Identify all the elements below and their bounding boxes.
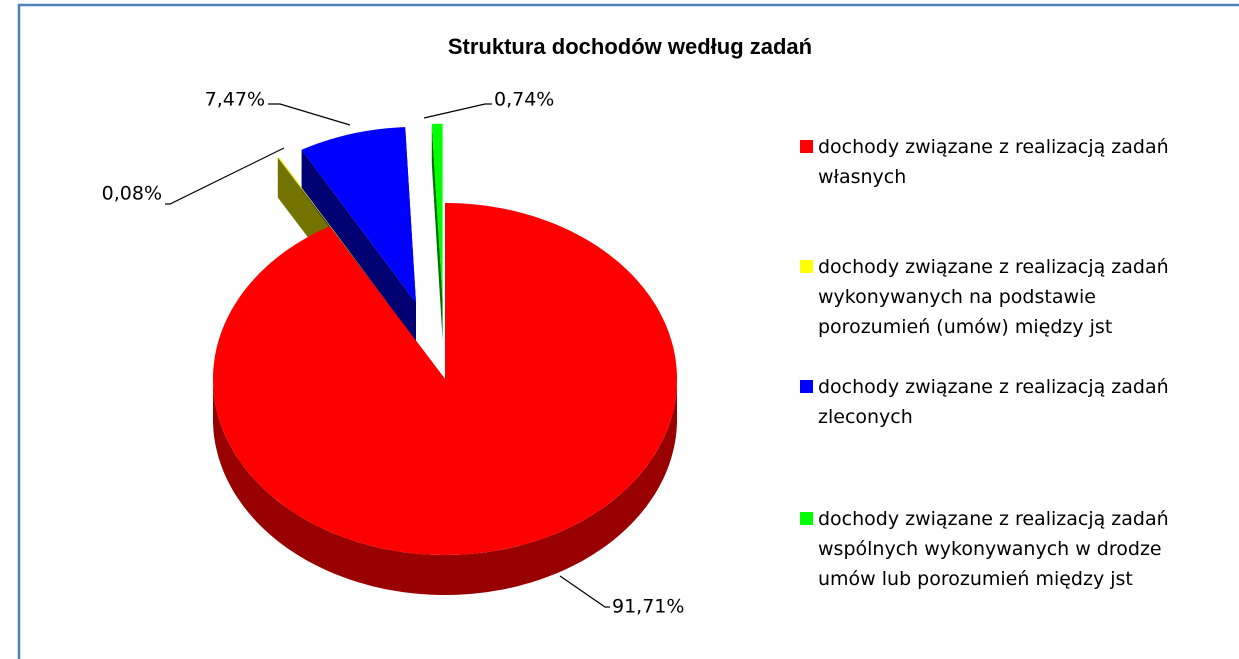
- slice-side: [301, 149, 416, 343]
- legend-swatch: [800, 380, 813, 393]
- chart-title: Struktura dochodów według zadań: [448, 34, 812, 59]
- legend-label: dochody związane z realizacją zadań wspó…: [818, 508, 1169, 590]
- legend-label: dochody związane z realizacją zadań włas…: [818, 136, 1169, 188]
- legend-item: dochody związane z realizacją zadań wspó…: [800, 504, 1200, 594]
- legend-swatch: [800, 512, 813, 525]
- slice-side: [431, 124, 443, 340]
- slice: [213, 203, 677, 555]
- data-label: 7,47%: [205, 89, 265, 111]
- slice: [301, 127, 416, 303]
- data-label: 0,08%: [102, 183, 162, 205]
- slice: [277, 157, 394, 311]
- leader-line: [165, 147, 285, 205]
- data-label: 91,71%: [612, 596, 684, 618]
- leader-line: [559, 575, 610, 608]
- leader-line: [423, 103, 492, 119]
- legend-item: dochody związane z realizacją zadań zlec…: [800, 372, 1200, 432]
- data-label: 0,74%: [494, 89, 554, 111]
- legend-item: dochody związane z realizacją zadań wyko…: [800, 252, 1200, 342]
- legend-swatch: [800, 140, 813, 153]
- legend-label: dochody związane z realizacją zadań zlec…: [818, 376, 1169, 428]
- legend-item: dochody związane z realizacją zadań włas…: [800, 132, 1200, 192]
- slice: [431, 123, 443, 300]
- legend-swatch: [800, 260, 813, 273]
- slice-side: [213, 379, 677, 595]
- leader-line: [268, 103, 351, 126]
- chart-frame: [17, 3, 1239, 659]
- legend-label: dochody związane z realizacją zadań wyko…: [818, 256, 1169, 338]
